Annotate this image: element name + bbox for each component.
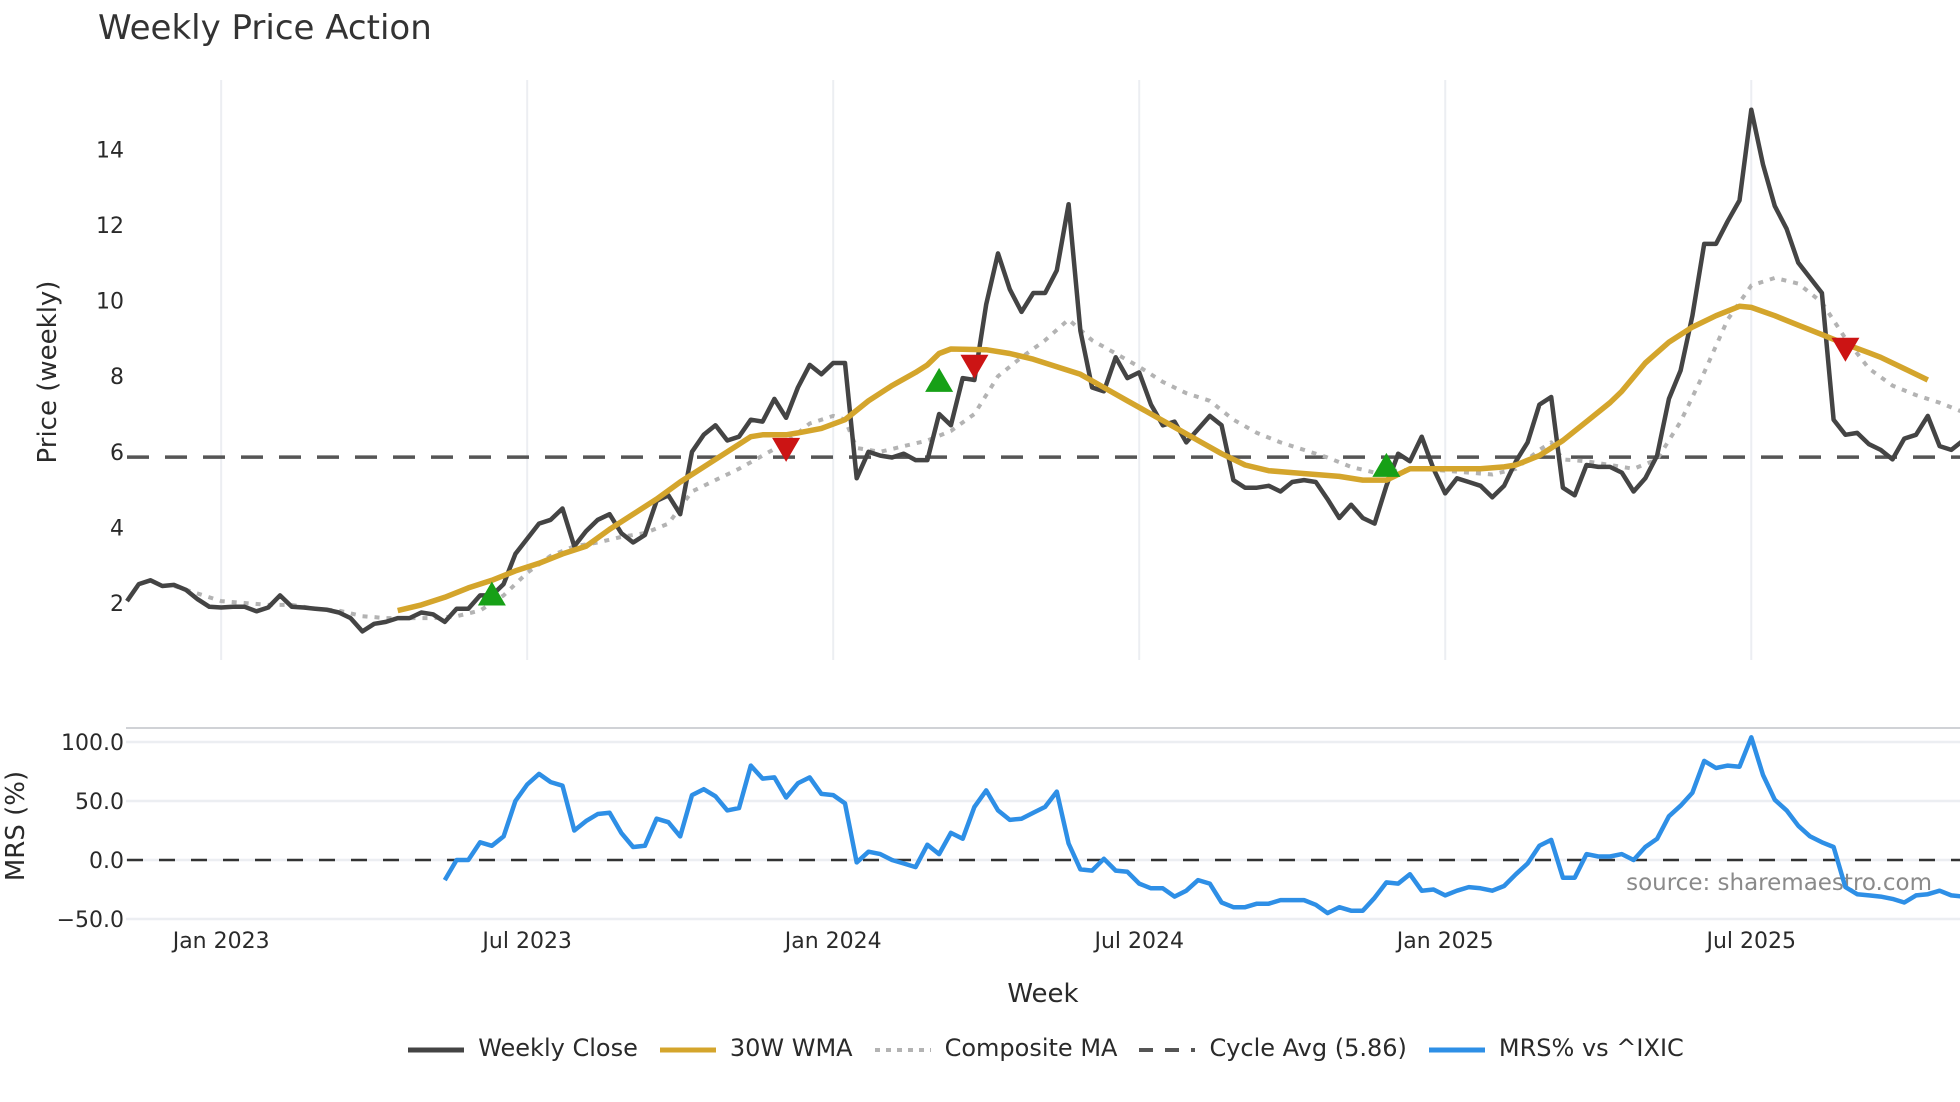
mrs-y-tick: −50.0: [57, 908, 124, 933]
legend-label: Cycle Avg (5.86): [1209, 1034, 1407, 1062]
x-tick: Jul 2023: [480, 929, 572, 954]
sell-signal-icon: [960, 354, 989, 379]
sell-signal-icon: [772, 437, 801, 462]
wma-line: [397, 303, 1930, 614]
x-tick: Jan 2025: [1395, 929, 1494, 954]
legend-item-wma[interactable]: 30W WMA: [658, 1034, 853, 1062]
sell-signal-icon: [1831, 337, 1860, 362]
legend-item-composite[interactable]: Composite MA: [873, 1034, 1118, 1062]
mrs-y-tick: 50.0: [75, 790, 124, 815]
price-y-tick: 6: [110, 441, 124, 466]
mrs-series: [127, 735, 1960, 916]
price-y-tick: 8: [110, 365, 124, 390]
legend: Weekly Close 30W WMA Composite MA Cycle Avg…: [0, 1034, 1960, 1062]
buy-signal-icon: [925, 367, 954, 392]
mrs-y-ticks: 100.0 50.0 0.0 −50.0: [57, 731, 124, 933]
legend-item-close[interactable]: Weekly Close: [406, 1034, 638, 1062]
legend-label: Composite MA: [944, 1034, 1118, 1062]
wma-swatch-icon: [658, 1038, 718, 1058]
x-tick: Jan 2024: [783, 929, 882, 954]
x-tick: Jan 2023: [171, 929, 270, 954]
price-series: [125, 107, 1960, 634]
mrs-y-tick: 100.0: [61, 731, 124, 756]
price-y-tick: 4: [110, 516, 124, 541]
x-ticks: Jan 2023 Jul 2023 Jan 2024 Jul 2024 Jan 2025…: [171, 929, 1796, 954]
legend-item-cycle[interactable]: Cycle Avg (5.86): [1137, 1034, 1407, 1062]
x-tick: Jul 2025: [1704, 929, 1796, 954]
cycle-swatch-icon: [1137, 1038, 1197, 1058]
price-y-tick: 12: [96, 214, 124, 239]
mrs-y-tick: 0.0: [89, 849, 124, 874]
legend-label: Weekly Close: [478, 1034, 638, 1062]
price-y-ticks: 2 4 6 8 10 12 14: [96, 138, 124, 617]
chart-title: Weekly Price Action: [98, 8, 432, 48]
x-tick: Jul 2024: [1092, 929, 1184, 954]
signal-markers: [477, 337, 1860, 606]
legend-item-mrs[interactable]: MRS% vs ^IXIC: [1427, 1034, 1684, 1062]
price-y-tick: 10: [96, 290, 124, 315]
close-swatch-icon: [406, 1038, 466, 1058]
price-y-axis-label: Price (weekly): [33, 281, 63, 464]
buy-signal-icon: [1372, 452, 1401, 477]
weekly-close-line: [125, 107, 1960, 634]
mrs-swatch-icon: [1427, 1038, 1487, 1058]
composite-swatch-icon: [873, 1038, 933, 1058]
source-annotation: source: sharemaestro.com: [1626, 870, 1932, 896]
buy-signal-icon: [477, 581, 506, 606]
mrs-y-axis-label: MRS (%): [1, 771, 31, 881]
mrs-line: [442, 735, 1960, 916]
mrs-grid: [126, 740, 1960, 921]
x-axis-label: Week: [1007, 979, 1078, 1009]
legend-label: 30W WMA: [729, 1034, 853, 1062]
price-y-tick: 14: [96, 138, 124, 163]
legend-label: MRS% vs ^IXIC: [1498, 1034, 1684, 1062]
main-grid: [220, 80, 1753, 660]
price-y-tick: 2: [110, 592, 124, 617]
